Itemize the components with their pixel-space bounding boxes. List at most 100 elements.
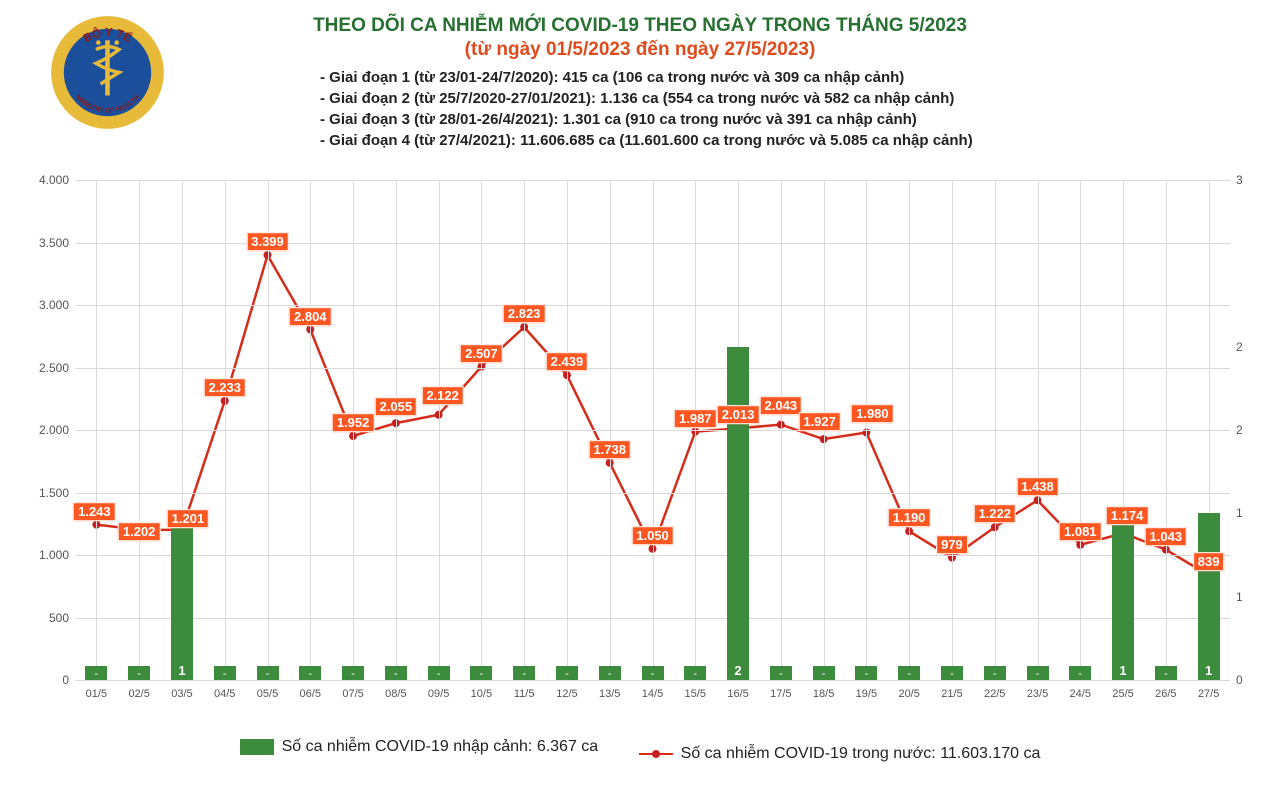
- line-value-label: 1.952: [332, 413, 375, 432]
- legend-item-line: Số ca nhiễm COVID-19 trong nước: 11.603.…: [639, 745, 1041, 763]
- bar-value-label: -: [522, 668, 526, 680]
- phase-text: - Giai đoạn 4 (từ 27/4/2021): 11.606.685…: [320, 130, 1260, 151]
- bar-value-label: 1: [178, 663, 185, 678]
- line-value-label: 2.439: [546, 352, 589, 371]
- line-value-label: 1.081: [1059, 522, 1102, 541]
- x-tick-label: 12/5: [556, 688, 577, 700]
- x-tick-label: 26/5: [1155, 688, 1176, 700]
- gridline-v: [139, 180, 140, 680]
- y-right-tick-label: 1: [1236, 590, 1243, 604]
- bar-value-label: -: [822, 668, 826, 680]
- bar-value-label: -: [480, 668, 484, 680]
- gridline-v: [1038, 180, 1039, 680]
- chart-area: 05001.0001.5002.0002.5003.0003.5004.0000…: [20, 170, 1260, 730]
- x-tick-label: 03/5: [171, 688, 192, 700]
- x-tick-label: 16/5: [727, 688, 748, 700]
- y-left-tick-label: 3.000: [39, 298, 69, 312]
- gridline-v: [268, 180, 269, 680]
- bar-value-label: -: [223, 668, 227, 680]
- gridline-v: [909, 180, 910, 680]
- x-tick-label: 06/5: [300, 688, 321, 700]
- main-title: THEO DÕI CA NHIỄM MỚI COVID-19 THEO NGÀY…: [20, 15, 1260, 37]
- gridline-v: [481, 180, 482, 680]
- gridline-v: [524, 180, 525, 680]
- bar-value-label: -: [693, 668, 697, 680]
- gridline-v: [952, 180, 953, 680]
- title-block: THEO DÕI CA NHIỄM MỚI COVID-19 THEO NGÀY…: [20, 10, 1260, 61]
- line-value-label: 1.980: [851, 404, 894, 423]
- legend-line-text: Số ca nhiễm COVID-19 trong nước: 11.603.…: [681, 745, 1041, 763]
- line-value-label: 1.174: [1106, 506, 1149, 525]
- y-right-tick-label: 0: [1236, 673, 1243, 687]
- phase-list: - Giai đoạn 1 (từ 23/01-24/7/2020): 415 …: [320, 67, 1260, 151]
- line-value-label: 3.399: [246, 232, 289, 251]
- y-left-tick-label: 2.500: [39, 361, 69, 375]
- line-value-label: 1.738: [588, 440, 631, 459]
- y-right-tick-label: 3: [1236, 173, 1243, 187]
- x-tick-label: 15/5: [685, 688, 706, 700]
- import-case-bar: [1198, 513, 1220, 680]
- phase-text: - Giai đoạn 2 (từ 25/7/2020-27/01/2021):…: [320, 88, 1260, 109]
- gridline-v: [1080, 180, 1081, 680]
- x-tick-label: 24/5: [1070, 688, 1091, 700]
- line-value-label: 1.202: [118, 522, 161, 541]
- y-left-tick-label: 0: [62, 673, 69, 687]
- x-tick-label: 27/5: [1198, 688, 1219, 700]
- bar-swatch-icon: [240, 739, 274, 755]
- gridline-v: [695, 180, 696, 680]
- x-tick-label: 07/5: [342, 688, 363, 700]
- line-value-label: 979: [936, 535, 968, 554]
- line-value-label: 2.507: [460, 344, 503, 363]
- bar-value-label: -: [1078, 668, 1082, 680]
- bar-value-label: -: [907, 668, 911, 680]
- bar-value-label: -: [137, 668, 141, 680]
- y-left-tick-label: 3.500: [39, 236, 69, 250]
- plot-region: 05001.0001.5002.0002.5003.0003.5004.0000…: [75, 180, 1230, 680]
- gridline-v: [567, 180, 568, 680]
- gridline-h: [75, 680, 1230, 681]
- x-tick-label: 05/5: [257, 688, 278, 700]
- bar-value-label: 1: [1119, 663, 1126, 678]
- x-tick-label: 19/5: [856, 688, 877, 700]
- gridline-v: [439, 180, 440, 680]
- x-tick-label: 11/5: [514, 688, 535, 700]
- bar-value-label: -: [608, 668, 612, 680]
- line-value-label: 1.043: [1145, 527, 1188, 546]
- line-value-label: 1.987: [674, 409, 717, 428]
- import-case-bar: [1112, 513, 1134, 680]
- x-tick-label: 25/5: [1112, 688, 1133, 700]
- line-value-label: 1.190: [888, 508, 931, 527]
- bar-value-label: -: [1036, 668, 1040, 680]
- gridline-v: [225, 180, 226, 680]
- x-tick-label: 02/5: [128, 688, 149, 700]
- x-tick-label: 09/5: [428, 688, 449, 700]
- x-tick-label: 22/5: [984, 688, 1005, 700]
- line-value-label: 2.013: [717, 406, 760, 425]
- bar-value-label: -: [1164, 668, 1168, 680]
- x-tick-label: 01/5: [86, 688, 107, 700]
- x-tick-label: 17/5: [770, 688, 791, 700]
- y-left-tick-label: 500: [49, 611, 69, 625]
- bar-value-label: 2: [734, 663, 741, 678]
- bar-value-label: -: [394, 668, 398, 680]
- y-left-tick-label: 2.000: [39, 423, 69, 437]
- bar-value-label: -: [565, 668, 569, 680]
- x-tick-label: 04/5: [214, 688, 235, 700]
- x-tick-label: 18/5: [813, 688, 834, 700]
- line-value-label: 1.050: [631, 526, 674, 545]
- bar-value-label: 1: [1205, 663, 1212, 678]
- chart-container: BỘ Y TẾ MINISTRY OF HEALTH THEO DÕI CA N…: [0, 0, 1280, 787]
- line-value-label: 2.823: [503, 304, 546, 323]
- bar-value-label: -: [351, 668, 355, 680]
- x-tick-label: 13/5: [599, 688, 620, 700]
- line-value-label: 2.043: [760, 396, 803, 415]
- legend: Số ca nhiễm COVID-19 nhập cảnh: 6.367 ca…: [20, 738, 1260, 763]
- x-tick-label: 21/5: [941, 688, 962, 700]
- gridline-v: [995, 180, 996, 680]
- y-right-tick-label: 2: [1236, 423, 1243, 437]
- bar-value-label: -: [950, 668, 954, 680]
- import-case-bar: [727, 347, 749, 680]
- header: BỘ Y TẾ MINISTRY OF HEALTH THEO DÕI CA N…: [20, 10, 1260, 165]
- line-value-label: 2.804: [289, 307, 332, 326]
- bar-value-label: -: [437, 668, 441, 680]
